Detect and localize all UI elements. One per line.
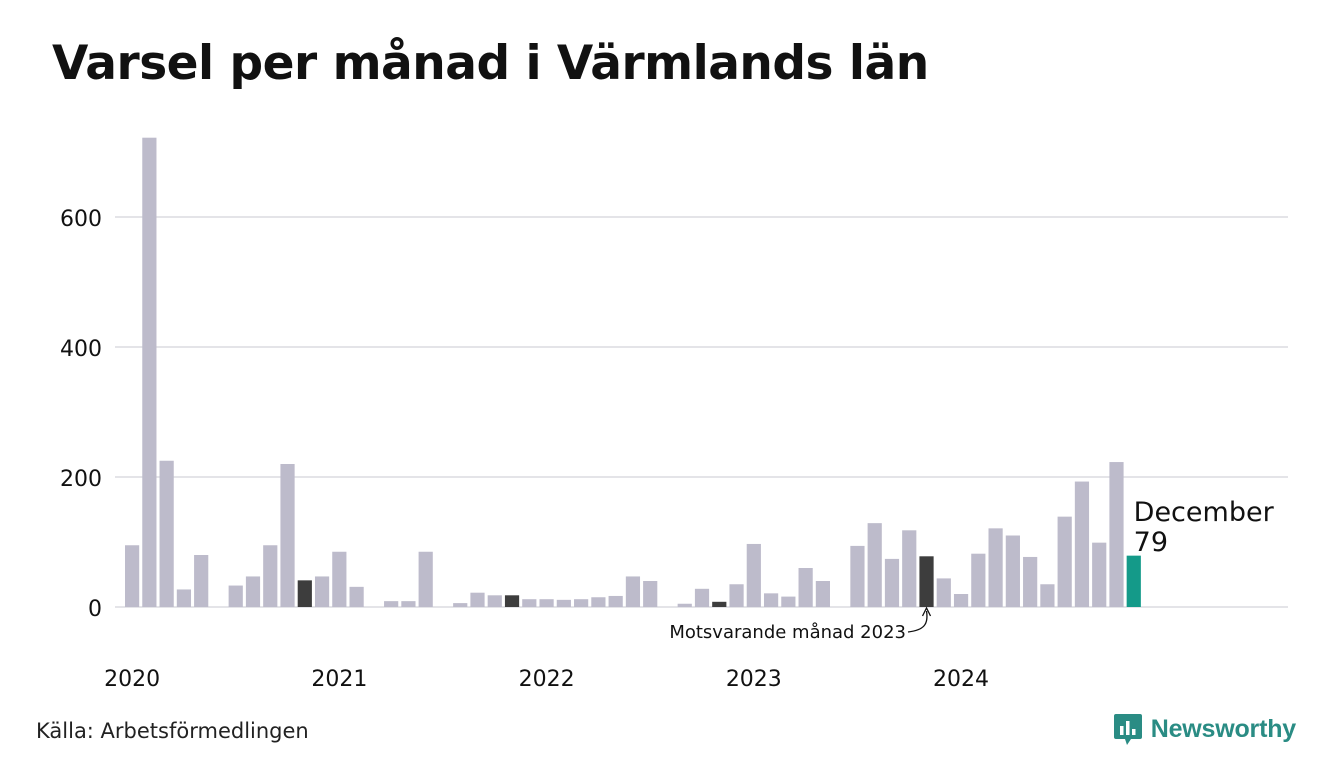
- bar: [694, 588, 710, 607]
- bar: [884, 558, 900, 607]
- page-title: Varsel per månad i Värmlands län: [52, 36, 929, 91]
- bar: [988, 528, 1003, 607]
- bar: [401, 601, 416, 607]
- bar: [453, 603, 468, 607]
- bar: [522, 599, 537, 607]
- y-tick-label: 0: [88, 597, 102, 622]
- y-tick-label: 200: [60, 467, 102, 492]
- bar: [228, 585, 243, 607]
- bar: [867, 523, 882, 607]
- bar: [176, 589, 192, 607]
- bar: [556, 599, 571, 607]
- bar: [643, 581, 658, 607]
- brand-logo: Newsworthy: [1113, 712, 1296, 746]
- bar: [850, 545, 865, 607]
- x-axis-year-labels: 2020 2021 2022 2023 2024: [104, 667, 989, 692]
- bar: [574, 599, 589, 607]
- bar-corresponding-month: [712, 601, 727, 607]
- bar-corresponding-month: [297, 580, 312, 607]
- bar: [487, 595, 502, 607]
- bar: [625, 576, 641, 607]
- bar: [142, 137, 157, 607]
- bar-corresponding-month: [504, 595, 520, 607]
- bar: [798, 568, 813, 607]
- bar: [815, 581, 830, 607]
- bar: [1040, 584, 1055, 607]
- bar: [591, 597, 606, 607]
- bar: [1074, 481, 1090, 607]
- y-tick-label: 600: [60, 207, 102, 232]
- bar: [263, 545, 278, 607]
- bar: [245, 576, 261, 607]
- bar: [1023, 556, 1038, 607]
- bar: [729, 584, 744, 607]
- bar: [746, 543, 761, 607]
- x-tick-label: 2024: [933, 667, 989, 692]
- bar: [194, 555, 209, 607]
- bar: [314, 576, 330, 607]
- y-axis-ticks: 0 200 400 600: [60, 207, 102, 622]
- source-credit: Källa: Arbetsförmedlingen: [36, 719, 309, 743]
- x-tick-label: 2021: [311, 667, 367, 692]
- x-tick-label: 2023: [726, 667, 782, 692]
- bar: [936, 578, 951, 607]
- bar-corresponding-month: [919, 556, 934, 607]
- bar: [280, 464, 295, 607]
- annotation-corresponding-month: Motsvarande månad 2023: [669, 622, 906, 643]
- bar: [1092, 542, 1107, 607]
- bar: [349, 586, 364, 607]
- x-tick-label: 2020: [104, 667, 160, 692]
- bars: [125, 137, 1141, 607]
- bar: [1057, 516, 1072, 607]
- bar: [159, 460, 174, 607]
- bar: [902, 530, 917, 607]
- x-tick-label: 2022: [519, 667, 575, 692]
- y-tick-label: 400: [60, 337, 102, 362]
- bar-current-month: [1126, 555, 1141, 607]
- bar: [608, 595, 623, 607]
- bar: [539, 599, 554, 607]
- bar: [332, 551, 347, 607]
- annotation-arrow: [907, 610, 928, 633]
- bar: [1109, 462, 1124, 607]
- bar: [781, 596, 796, 607]
- bar: [971, 553, 986, 607]
- bar: [384, 601, 399, 607]
- bar: [470, 592, 485, 607]
- brand-name: Newsworthy: [1150, 714, 1296, 743]
- bar: [1005, 535, 1020, 607]
- annotation-arrowhead: [921, 606, 932, 617]
- bar-chart-speech-bubble-icon: [1113, 714, 1142, 745]
- bar: [953, 594, 969, 607]
- bar: [125, 545, 140, 607]
- annotation-current-month-value: 79: [1134, 527, 1168, 558]
- annotation-current-month-label: December: [1134, 497, 1275, 528]
- bar: [677, 603, 692, 607]
- bar: [418, 551, 433, 607]
- bar: [763, 593, 779, 607]
